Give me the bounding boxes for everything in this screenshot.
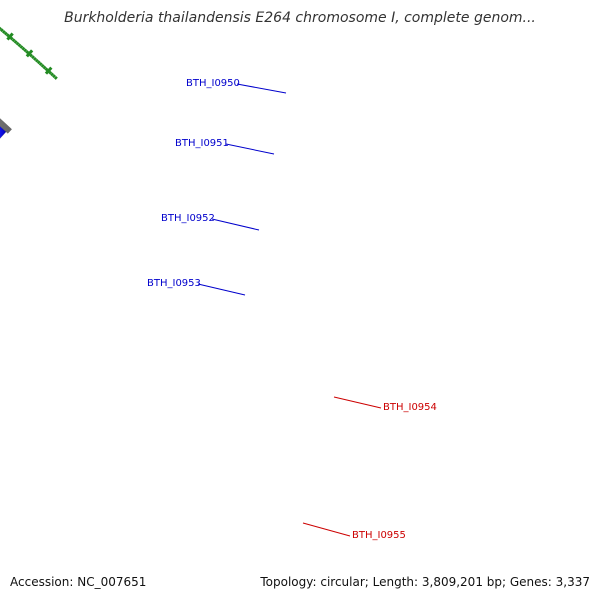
feature-tracks: [0, 126, 7, 139]
gene-label-leader: [197, 283, 246, 296]
gene-label-leader: [211, 218, 260, 231]
minor-tick: [1, 29, 6, 34]
minor-tick: [11, 38, 16, 43]
major-ticks: [6, 32, 53, 75]
gene-labels: BTH_I0950 BTH_I0951 BTH_I0952 BTH_I0953 BTH_…: [147, 78, 437, 541]
minor-tick: [17, 43, 22, 48]
major-tick: [25, 49, 34, 58]
gene-label-leader: [302, 522, 351, 537]
minor-tick: [15, 41, 20, 46]
gene-label-leader: [225, 143, 275, 155]
major-tick: [44, 66, 53, 75]
gene-label[interactable]: BTH_I0954: [383, 402, 437, 413]
minor-tick: [29, 53, 33, 58]
minor-tick: [54, 76, 58, 80]
gene-label[interactable]: BTH_I0952: [161, 213, 215, 224]
minor-tick: [34, 58, 39, 63]
minor-tick: [23, 48, 28, 53]
minor-tick: [13, 40, 18, 44]
minor-tick: [21, 46, 26, 51]
minor-tick: [33, 56, 37, 61]
minor-tick: [0, 26, 2, 31]
backbone-ring: [0, 118, 12, 134]
minor-tick: [5, 33, 10, 38]
major-tick: [6, 32, 14, 41]
minor-tick: [38, 62, 43, 66]
minor-tick: [3, 31, 8, 36]
topology-label: Topology: circular; Length: 3,809,201 bp…: [260, 575, 590, 589]
gene-label[interactable]: BTH_I0953: [147, 278, 201, 289]
minor-tick: [36, 60, 41, 65]
minor-tick: [48, 70, 53, 75]
minor-tick: [52, 74, 56, 79]
minor-tick: [50, 72, 55, 77]
backbone-line: [0, 118, 12, 134]
minor-tick: [40, 63, 45, 68]
gene-label-leader: [236, 83, 287, 94]
forward-gene-arrow: [0, 126, 7, 139]
gene-label-leader: [333, 396, 382, 409]
accession-label: Accession: NC_007651: [10, 575, 147, 589]
minor-tick: [42, 65, 47, 70]
gene-label[interactable]: BTH_I0950: [186, 78, 240, 89]
minor-tick: [19, 45, 24, 49]
minor-tick: [0, 28, 4, 33]
map-title: Burkholderia thailandensis E264 chromoso…: [64, 10, 536, 26]
minor-tick: [44, 67, 49, 72]
minor-tick: [31, 55, 35, 60]
gene-label[interactable]: BTH_I0951: [175, 138, 229, 149]
gene-label[interactable]: BTH_I0955: [352, 530, 406, 541]
minor-tick: [9, 36, 14, 41]
minor-tick: [25, 50, 30, 55]
